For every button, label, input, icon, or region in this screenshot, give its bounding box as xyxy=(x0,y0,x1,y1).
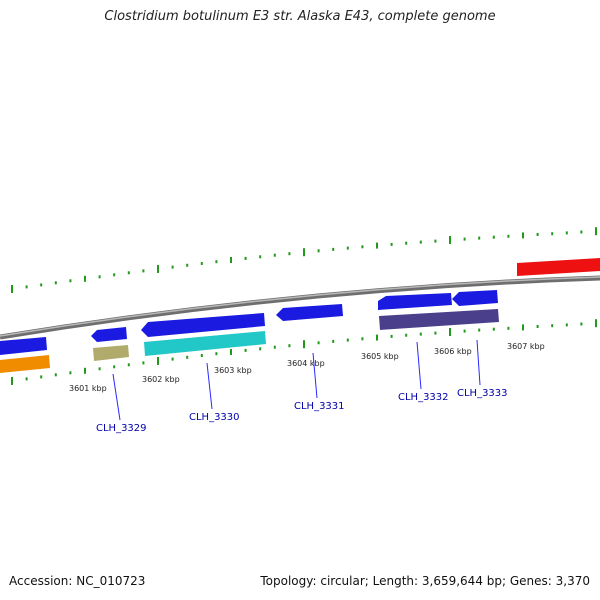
position-label-3606: 3606 kbp xyxy=(434,347,472,356)
topology-summary-text: Topology: circular; Length: 3,659,644 bp… xyxy=(260,574,590,588)
accession-text: Accession: NC_010723 xyxy=(9,574,146,588)
feature-cds-clh3329-blue[interactable] xyxy=(91,327,127,342)
gene-label-clh3330[interactable]: CLH_3330 xyxy=(189,412,240,423)
feature-clh3329[interactable] xyxy=(93,345,129,361)
position-label-3607: 3607 kbp xyxy=(507,342,545,351)
feature-clh3332[interactable] xyxy=(379,309,499,330)
position-label-3604: 3604 kbp xyxy=(287,359,325,368)
position-label-3603: 3603 kbp xyxy=(214,366,252,375)
gene-label-clh3329[interactable]: CLH_3329 xyxy=(96,423,147,434)
gene-label-clh3331[interactable]: CLH_3331 xyxy=(294,401,345,412)
feature-cds-left-orange[interactable] xyxy=(0,355,50,373)
gene-label-clh3333[interactable]: CLH_3333 xyxy=(457,388,508,399)
position-label-3601: 3601 kbp xyxy=(69,384,107,393)
tick-marks-lower xyxy=(11,319,597,385)
leader-lines xyxy=(112,339,481,421)
feature-clh3331[interactable] xyxy=(276,304,343,321)
feature-cds-left-blue[interactable] xyxy=(0,337,47,355)
genome-backbone xyxy=(0,275,600,340)
tick-marks-upper xyxy=(11,227,597,293)
feature-right-red[interactable] xyxy=(517,258,600,276)
position-label-3605: 3605 kbp xyxy=(361,352,399,361)
position-label-3602: 3602 kbp xyxy=(142,375,180,384)
feature-clh3333[interactable] xyxy=(452,290,498,306)
gene-label-clh3332[interactable]: CLH_3332 xyxy=(398,392,449,403)
feature-clh3330[interactable] xyxy=(144,331,266,356)
feature-clh3332-arrow[interactable] xyxy=(378,293,452,310)
feature-cds-clh3330-blue[interactable] xyxy=(141,313,265,337)
map-title: Clostridium botulinum E3 str. Alaska E43… xyxy=(104,9,496,24)
